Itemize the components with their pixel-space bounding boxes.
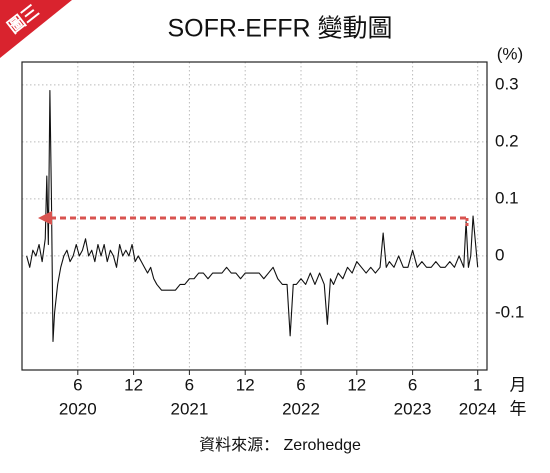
x-tick-label: 6 [296,375,305,394]
x-unit-year: 年 [510,399,527,418]
x-tick-label: 12 [236,375,255,394]
x-tick-label: 12 [124,375,143,394]
x-tick-label: 6 [408,375,417,394]
source: 資料來源： Zerohedge [199,436,361,454]
annotation-arrowhead [38,211,52,225]
line-series [26,89,479,343]
year-label: 2023 [394,399,432,418]
x-tick-label: 12 [347,375,366,394]
chart-title: SOFR-EFFR 變動圖 [168,15,393,43]
y-tick-label: 0.3 [495,74,519,93]
year-label: 2024 [459,399,497,418]
year-label: 2022 [282,399,320,418]
tag-corner [0,0,72,58]
y-tick-label: -0.1 [495,302,524,321]
y-tick-label: 0.1 [495,188,519,207]
plot-frame [21,61,488,371]
year-label: 2020 [59,399,97,418]
y-tick-label: 0 [495,245,504,264]
x-tick-label: 6 [73,375,82,394]
x-tick-label: 1 [473,375,482,394]
year-label: 2021 [170,399,208,418]
y-tick-label: 0.2 [495,131,519,150]
x-tick-label: 6 [185,375,194,394]
plot-area: 0.3 0.2 0.1 0 -0.1 6 12 6 12 6 12 6 1 2020 2021 2022 202… [22,62,524,418]
y-unit: (%) [497,44,523,63]
x-unit-month: 月 [510,375,527,394]
